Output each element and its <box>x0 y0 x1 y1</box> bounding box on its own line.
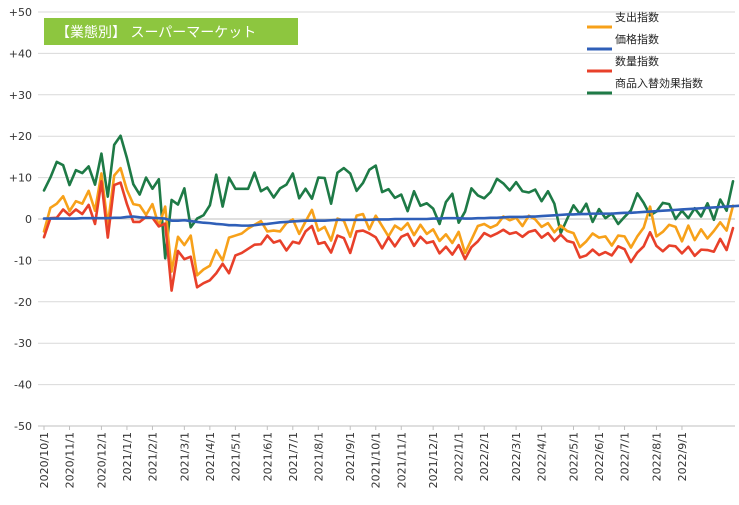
x-tick-label: 2022/4/1 <box>536 432 549 481</box>
x-tick-label: 2020/10/1 <box>38 432 51 488</box>
x-tick-label: 2021/11/1 <box>395 432 408 488</box>
series-line-3 <box>42 180 735 292</box>
y-tick-label: -20 <box>14 296 32 309</box>
chart-title: 【業態別】 スーパーマーケット <box>56 25 256 41</box>
x-tick-label: 2021/10/1 <box>370 432 383 488</box>
y-tick-label: 0 <box>25 213 32 226</box>
x-tick-label: 2020/12/1 <box>95 432 108 488</box>
x-axis-ticks: 2020/10/1 2020/11/1 2020/12/1 2021/1/1 2021/… <box>38 426 689 488</box>
x-tick-label: 2022/7/1 <box>619 432 632 481</box>
x-tick-label: 2021/3/1 <box>178 432 191 481</box>
x-tick-label: 2022/5/1 <box>568 432 581 481</box>
x-tick-label: 2021/9/1 <box>344 432 357 481</box>
x-tick-label: 2021/6/1 <box>261 432 274 481</box>
x-tick-label: 2022/2/1 <box>478 432 491 481</box>
legend-label: 価格指数 <box>615 32 659 46</box>
y-tick-label: +50 <box>9 6 32 19</box>
x-tick-label: 2021/12/1 <box>427 432 440 488</box>
x-tick-label: 2021/2/1 <box>146 432 159 481</box>
x-tick-label: 2022/3/1 <box>510 432 523 481</box>
y-tick-label: -10 <box>14 254 32 267</box>
x-tick-label: 2022/8/1 <box>650 432 663 481</box>
x-tick-label: 2021/7/1 <box>287 432 300 481</box>
x-tick-label: 2020/11/1 <box>64 432 77 488</box>
x-tick-label: 2021/8/1 <box>312 432 325 481</box>
y-tick-label: -30 <box>14 337 32 350</box>
x-tick-label: 2022/9/1 <box>676 432 689 481</box>
series-line-2 <box>42 204 739 227</box>
chart-title-badge: 【業態別】 スーパーマーケット <box>44 18 298 45</box>
x-tick-label: 2022/1/1 <box>453 432 466 481</box>
chart-title-background <box>44 18 298 45</box>
y-tick-label: +30 <box>9 89 32 102</box>
series-line-4 <box>42 134 735 260</box>
x-tick-label: 2021/4/1 <box>204 432 217 481</box>
y-tick-label: -40 <box>14 379 32 392</box>
y-tick-label: +20 <box>9 130 32 143</box>
y-tick-label: +10 <box>9 172 32 185</box>
legend-label: 数量指数 <box>615 54 659 68</box>
legend-label: 商品入替効果指数 <box>615 76 703 90</box>
x-tick-label: 2022/6/1 <box>593 432 606 481</box>
legend-label: 支出指数 <box>615 10 659 24</box>
y-tick-label: +40 <box>9 47 32 60</box>
series-lines <box>42 134 739 292</box>
x-tick-label: 2021/5/1 <box>229 432 242 481</box>
y-axis-ticks: +50 +40 +30 +20 +10 0 -10 -20 -30 -40 -50 <box>9 6 32 433</box>
x-tick-label: 2021/1/1 <box>121 432 134 481</box>
y-tick-label: -50 <box>14 420 32 433</box>
